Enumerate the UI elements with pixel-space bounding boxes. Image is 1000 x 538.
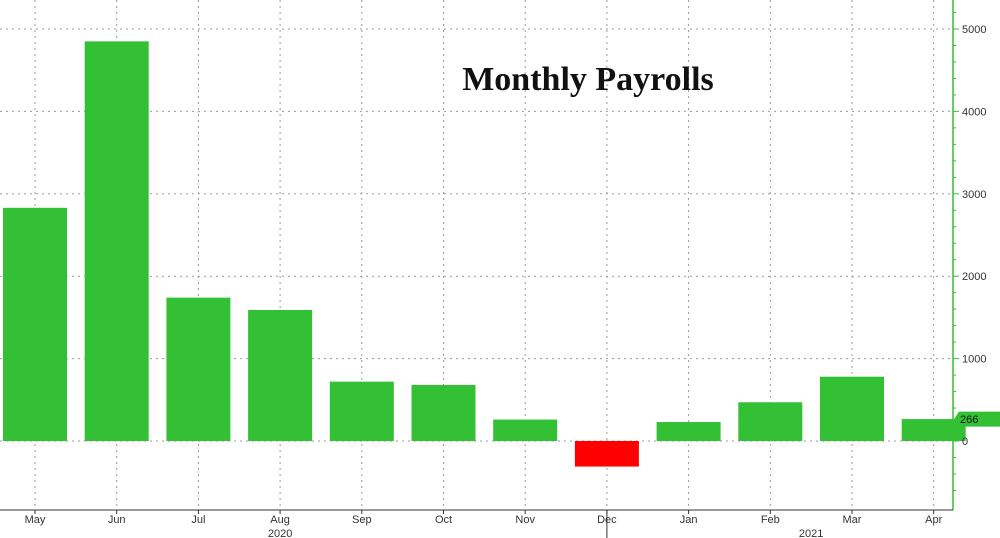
x-tick-label: Oct [435, 514, 452, 526]
x-tick-label: Jun [108, 514, 126, 526]
bar-sep [329, 381, 394, 441]
y-tick-label: 3000 [962, 189, 986, 201]
bar-aug [248, 309, 313, 441]
x-tick-label: Apr [925, 514, 942, 526]
bar-jan [656, 422, 721, 441]
x-tick-label: Jul [191, 514, 205, 526]
x-tick-label: Aug [270, 514, 290, 526]
x-tick-label: Feb [761, 514, 780, 526]
y-tick-label: 4000 [962, 106, 986, 118]
last-value-flag [954, 411, 1000, 427]
bar-nov [493, 419, 558, 441]
y-tick-label: 5000 [962, 24, 986, 36]
y-tick-label: 1000 [962, 354, 986, 366]
chart-title: Monthly Payrolls [462, 61, 714, 98]
year-label: 2021 [799, 528, 823, 538]
x-tick-label: Sep [352, 514, 372, 526]
y-tick-label: 2000 [962, 271, 986, 283]
year-label: 2020 [268, 528, 292, 538]
chart-bars [3, 41, 966, 467]
x-tick-label: May [25, 514, 46, 526]
bar-may [3, 207, 67, 441]
y-tick-label: 0 [962, 436, 968, 448]
bar-feb [738, 402, 803, 441]
x-tick-label: Jan [680, 514, 698, 526]
bar-jun [84, 41, 149, 442]
bar-oct [411, 384, 476, 441]
bar-apr [901, 419, 966, 441]
bar-dec [574, 441, 639, 467]
x-tick-label: Nov [515, 514, 535, 526]
bar-jul [166, 297, 231, 441]
last-value-label: 266 [960, 414, 978, 426]
x-tick-label: Mar [843, 514, 862, 526]
bar-mar [820, 376, 884, 441]
